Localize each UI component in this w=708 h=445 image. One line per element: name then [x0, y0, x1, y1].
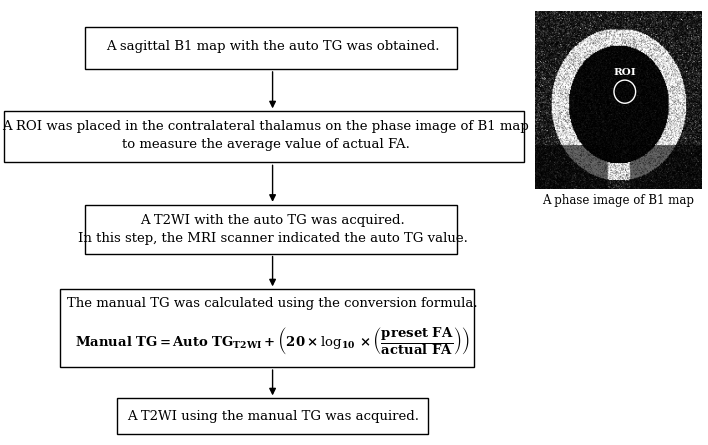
FancyBboxPatch shape: [85, 205, 457, 254]
Text: A T2WI with the auto TG was acquired.
In this step, the MRI scanner indicated th: A T2WI with the auto TG was acquired. In…: [78, 214, 467, 245]
FancyBboxPatch shape: [117, 398, 428, 434]
Text: A phase image of B1 map: A phase image of B1 map: [542, 194, 694, 206]
FancyBboxPatch shape: [85, 27, 457, 69]
Text: $\mathbf{Manual\ TG = Auto\ TG_{T2WI} + \left(20 \times \log_{10} \times \left(\: $\mathbf{Manual\ TG = Auto\ TG_{T2WI} + …: [75, 325, 470, 356]
Text: ROI: ROI: [613, 68, 636, 77]
FancyBboxPatch shape: [4, 111, 524, 162]
Text: A ROI was placed in the contralateral thalamus on the phase image of B1 map
to m: A ROI was placed in the contralateral th…: [2, 120, 529, 151]
FancyBboxPatch shape: [60, 289, 474, 367]
Text: A sagittal B1 map with the auto TG was obtained.: A sagittal B1 map with the auto TG was o…: [105, 40, 440, 53]
Text: The manual TG was calculated using the conversion formula.: The manual TG was calculated using the c…: [67, 297, 478, 310]
Text: A T2WI using the manual TG was acquired.: A T2WI using the manual TG was acquired.: [127, 409, 418, 423]
